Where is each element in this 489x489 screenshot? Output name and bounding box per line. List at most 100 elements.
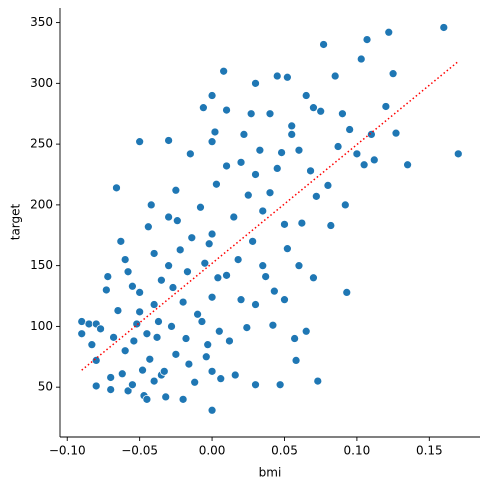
point (143, 222, 153, 232)
point (233, 255, 243, 264)
x-tick-label: 0.05 (271, 444, 298, 458)
trend-line (81, 60, 459, 371)
point (199, 103, 208, 113)
point (142, 394, 152, 404)
x-tick-label: −0.05 (121, 444, 158, 458)
point (207, 292, 217, 302)
point (178, 297, 188, 307)
point (342, 288, 352, 297)
point (207, 366, 217, 376)
point (275, 380, 285, 390)
point (261, 272, 271, 281)
point (239, 130, 249, 139)
point (283, 72, 292, 82)
point (120, 346, 130, 356)
point (309, 103, 318, 113)
point (306, 166, 315, 176)
point (154, 317, 163, 326)
y-tick-label: 150 (30, 258, 53, 272)
point (280, 219, 289, 229)
point (132, 319, 142, 329)
point (301, 326, 311, 336)
point (200, 258, 210, 268)
x-tick-label: −0.10 (49, 444, 86, 458)
point (149, 249, 159, 258)
point (175, 245, 185, 255)
point (207, 229, 217, 239)
point (369, 155, 379, 165)
point (109, 332, 118, 342)
point (77, 317, 87, 326)
point (272, 164, 282, 173)
point (91, 356, 101, 365)
point (149, 376, 159, 386)
point (135, 307, 145, 317)
point (197, 317, 207, 326)
point (265, 188, 275, 198)
point (128, 281, 137, 291)
point (330, 71, 340, 81)
y-tick-label: 100 (30, 319, 53, 333)
point (222, 161, 231, 171)
point (367, 130, 376, 139)
point (207, 91, 217, 100)
point (236, 157, 246, 167)
point (316, 106, 326, 116)
point (248, 236, 257, 246)
point (362, 35, 372, 44)
point (190, 377, 200, 387)
point (96, 324, 105, 334)
point (213, 273, 223, 283)
point (214, 326, 224, 336)
point (287, 121, 297, 131)
point (123, 267, 133, 277)
point (117, 369, 127, 379)
point (103, 272, 113, 281)
point (216, 374, 226, 384)
point (207, 137, 217, 147)
point (243, 190, 253, 200)
point (258, 206, 268, 216)
point (229, 212, 239, 222)
point (164, 212, 173, 222)
point (172, 216, 182, 226)
point (277, 148, 286, 157)
point (356, 54, 366, 64)
y-tick-label: 350 (30, 15, 53, 29)
point (113, 306, 123, 315)
point (323, 181, 333, 190)
point (246, 109, 256, 119)
point (84, 319, 94, 329)
point (112, 183, 121, 193)
point (280, 295, 289, 305)
point (268, 320, 278, 330)
point (251, 78, 260, 88)
point (255, 145, 265, 155)
point (146, 200, 156, 210)
y-tick-label: 50 (38, 380, 53, 394)
point (106, 373, 116, 382)
point (326, 221, 336, 230)
point (222, 270, 231, 280)
point (219, 66, 229, 76)
point (164, 136, 173, 145)
point (251, 170, 260, 179)
point (294, 145, 304, 155)
point (291, 356, 301, 365)
point (359, 160, 369, 170)
point (338, 109, 347, 119)
y-tick-label: 200 (30, 197, 53, 211)
point (313, 376, 323, 386)
point (138, 365, 147, 375)
point (287, 130, 297, 139)
point (384, 27, 394, 37)
point (242, 323, 252, 332)
point (269, 286, 279, 296)
point (283, 244, 292, 254)
point (301, 91, 311, 100)
point (168, 283, 178, 292)
point (135, 288, 145, 297)
point (207, 405, 217, 415)
point (135, 137, 145, 147)
x-tick-label: 0.10 (344, 444, 371, 458)
